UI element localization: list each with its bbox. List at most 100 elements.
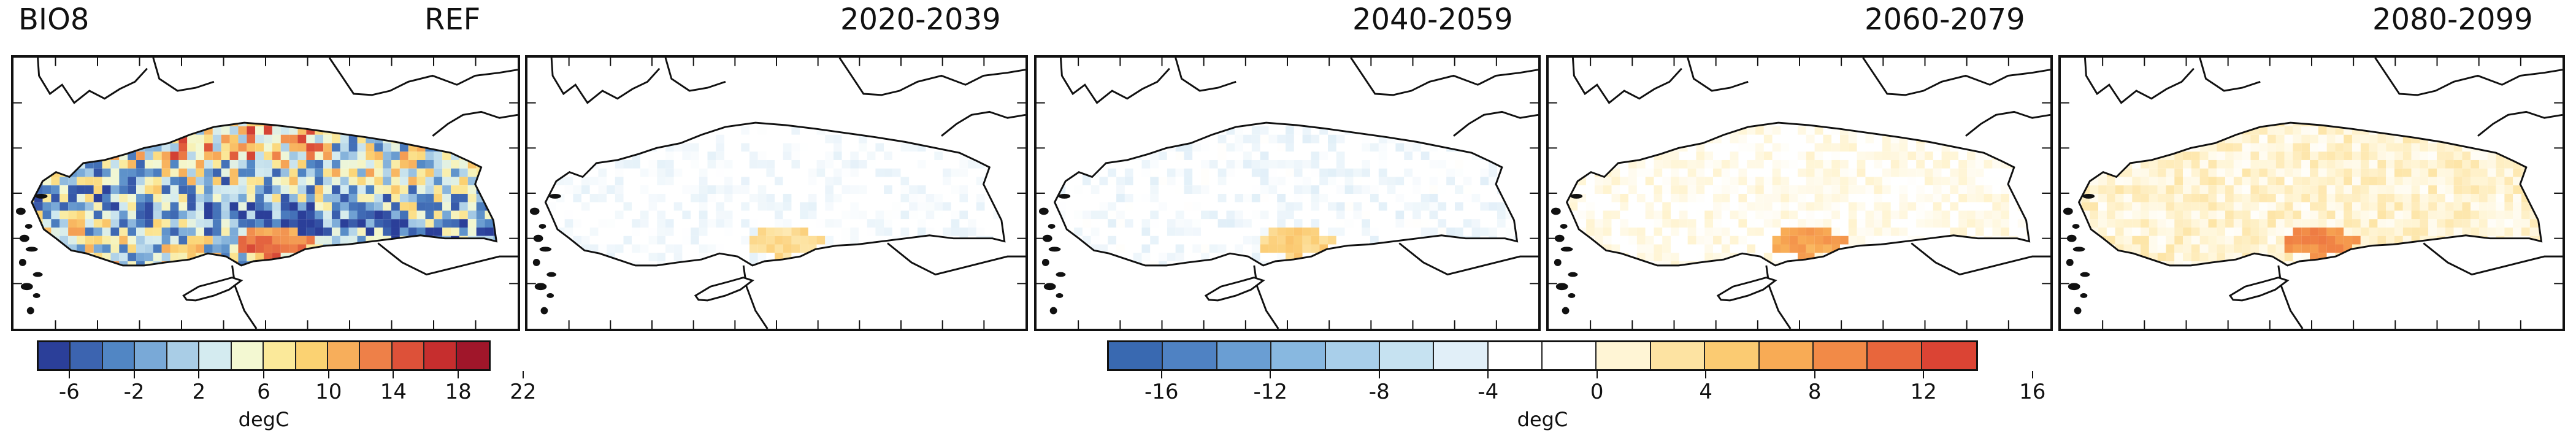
island-marker — [26, 307, 34, 315]
island-marker — [25, 247, 38, 252]
colorbar-tick — [2031, 371, 2033, 378]
frame-ticks — [1037, 58, 1538, 329]
colorbar-swatches — [37, 340, 491, 371]
island-marker — [2068, 283, 2080, 291]
island-marker — [534, 283, 547, 291]
colorbar-swatch — [71, 342, 103, 369]
colorbar-swatch — [1813, 342, 1868, 369]
island-marker — [546, 293, 554, 298]
island-marker — [1048, 247, 1061, 252]
colorbar-tick-label: -12 — [1253, 380, 1288, 404]
frame-ticks — [1549, 58, 2050, 329]
island-marker — [532, 259, 540, 266]
colorbar-tick-label: 16 — [2019, 380, 2046, 404]
map-canvas — [527, 58, 1025, 329]
colorbar-swatch — [231, 342, 264, 369]
colorbar-tick — [1160, 371, 1162, 378]
colorbar-tick-label: 14 — [380, 380, 407, 404]
island-marker — [2080, 293, 2088, 298]
island-outline — [1204, 276, 1265, 302]
colorbar-tick-label: 22 — [510, 380, 537, 404]
island-marker — [1038, 207, 1049, 215]
island-marker — [529, 207, 540, 215]
island-marker — [533, 234, 543, 242]
island-marker — [33, 272, 43, 277]
colorbar-tick — [1814, 371, 1815, 378]
island-marker — [549, 193, 561, 199]
colorbar-tick-label: -8 — [1368, 380, 1390, 404]
country-outline — [544, 121, 1006, 267]
colorbar-tick — [1923, 371, 1925, 378]
colorbar-swatch — [360, 342, 393, 369]
neighbor-borders — [1571, 58, 2050, 329]
map-canvas — [1037, 58, 1538, 329]
panel-period-label-2020-2039: 2020-2039 — [840, 2, 1001, 37]
colorbar-tick-label: 4 — [1699, 380, 1713, 404]
colorbar-change: degC -16 -12 -8 -4 0 4 8 12 16 — [1107, 340, 2045, 432]
colorbar-tick-label: 6 — [257, 380, 270, 404]
panel-period-label-ref: REF — [424, 2, 481, 37]
colorbar-tick — [263, 371, 264, 378]
colorbar-swatch — [1109, 342, 1163, 369]
frame-ticks — [527, 58, 1025, 329]
colorbar-swatch — [1597, 342, 1651, 369]
island-marker — [25, 224, 33, 229]
neighbor-borders — [37, 58, 518, 329]
country-outline — [1053, 121, 1519, 267]
island-marker — [2082, 193, 2095, 199]
country-outline — [2077, 121, 2543, 267]
island-marker — [539, 224, 546, 229]
island-marker — [540, 307, 548, 315]
panel-period-label-2040-2059: 2040-2059 — [1352, 2, 1513, 37]
island-marker — [2072, 247, 2085, 252]
colorbar-swatch — [328, 342, 361, 369]
colorbar-tick-label: 18 — [445, 380, 472, 404]
colorbar-tick-label: -2 — [123, 380, 145, 404]
colorbar-tick-label: -6 — [58, 380, 80, 404]
island-marker — [2074, 307, 2082, 315]
colorbar-tick-label: 8 — [1807, 380, 1822, 404]
country-outline — [31, 121, 498, 267]
colorbar-swatch — [1163, 342, 1217, 369]
map-canvas — [13, 58, 518, 329]
island-outline — [1716, 276, 1777, 302]
island-marker — [1056, 272, 1066, 277]
island-marker — [1562, 307, 1570, 315]
island-marker — [1555, 283, 1568, 291]
island-marker — [1058, 193, 1071, 199]
colorbar-tick — [393, 371, 394, 378]
island-marker — [1568, 272, 1578, 277]
panel-period-label-2060-2079: 2060-2079 — [1865, 2, 2025, 37]
island-marker — [33, 293, 40, 298]
colorbar-tick-label: 0 — [1590, 380, 1604, 404]
island-marker — [1042, 234, 1052, 242]
temperature-field — [1054, 123, 1517, 266]
colorbar-tick — [522, 371, 524, 378]
temperature-field — [2079, 123, 2542, 266]
colorbar-swatch — [1488, 342, 1543, 369]
colorbar-unit-label: degC — [238, 408, 289, 431]
colorbar-tick — [1596, 371, 1598, 378]
island-marker — [2066, 234, 2077, 242]
colorbar-absolute: degC -6 -2 2 6 10 14 18 22 — [37, 340, 536, 432]
colorbar-tick-label: -16 — [1144, 380, 1179, 404]
colorbar-swatch — [264, 342, 296, 369]
colorbar-swatch — [1217, 342, 1272, 369]
temperature-field — [545, 123, 1005, 266]
temperature-field — [1566, 123, 2030, 266]
frame-ticks — [2061, 58, 2563, 329]
colorbar-swatch — [1868, 342, 1922, 369]
colorbar-tick — [1705, 371, 1707, 378]
colorbar-unit-label: degC — [1517, 408, 1568, 431]
colorbar-tick — [68, 371, 70, 378]
colorbar-swatch — [296, 342, 328, 369]
neighbor-borders — [2083, 58, 2563, 329]
colorbar-tick-label: -4 — [1478, 380, 1499, 404]
colorbar-swatch — [424, 342, 457, 369]
island-outline — [2228, 276, 2290, 302]
island-outline — [182, 276, 243, 302]
colorbar-tick — [1378, 371, 1380, 378]
country-outline — [1565, 121, 2031, 267]
map-canvas — [1549, 58, 2050, 329]
colorbar-swatch — [1379, 342, 1435, 369]
